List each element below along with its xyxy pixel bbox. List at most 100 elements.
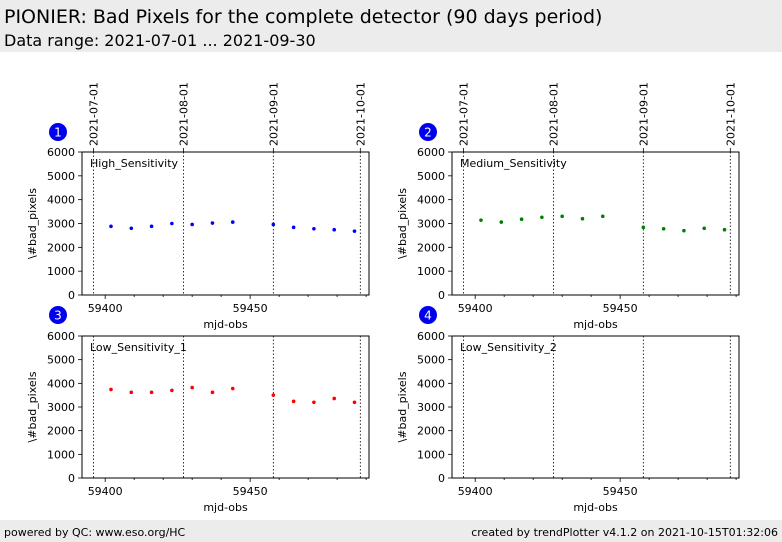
panel-2-ytick-label-4: 4000	[417, 194, 445, 207]
panel-3-data-point	[291, 399, 296, 404]
panel-2-data-point	[682, 228, 686, 233]
panel-4-badge-number: 4	[424, 309, 432, 323]
panel-4-label: Low_Sensitivity_2	[460, 341, 557, 354]
panel-2-ytick-label-0: 0	[438, 289, 445, 302]
panel-3-ytick-label-3: 3000	[47, 401, 75, 414]
panel-1-xlabel: mjd-obs	[203, 318, 248, 331]
panel-2-date-label-1: 2021-08-01	[547, 82, 560, 146]
panel-1-label: High_Sensitivity	[90, 157, 179, 170]
panel-2-data-point	[600, 214, 605, 219]
panel-3-badge	[49, 306, 67, 324]
panel-1-badge	[49, 123, 67, 141]
panel-2-ytick-label-2: 2000	[417, 241, 445, 254]
panel-3-ylabel: \#bad_pixels	[26, 371, 39, 442]
panel-3-data-point	[210, 390, 215, 395]
panel-3-badge-number: 3	[54, 309, 62, 323]
panel-2-ytick-label-5: 5000	[417, 170, 445, 183]
panel-2-data-point	[560, 214, 564, 219]
panel-2-date-label-3: 2021-10-01	[724, 82, 737, 146]
panel-4-ytick-label-1: 1000	[417, 448, 445, 461]
panel-1-data-point	[129, 226, 134, 231]
panel-1-date-label-3: 2021-10-01	[354, 82, 367, 146]
footer-powered-by: powered by QC: www.eso.org/HC	[4, 526, 186, 539]
panel-1-data-point	[210, 221, 215, 225]
panel-3-data-point	[230, 386, 235, 391]
panel-2-data-point	[702, 226, 707, 231]
panel-2-data-point	[722, 227, 727, 232]
panel-1-frame	[81, 151, 370, 296]
panel-3-ytick-label-4: 4000	[47, 377, 75, 390]
panel-3-data-point	[271, 393, 276, 397]
panel-3-data-point	[312, 400, 316, 405]
panel-2-data-point	[540, 215, 544, 220]
panel-2-data-point	[499, 220, 504, 224]
panel-4-xtick-label-0: 59400	[458, 485, 493, 498]
panel-3-frame	[81, 335, 370, 479]
panel-4-ytick-label-4: 4000	[417, 377, 445, 390]
panel-3-xlabel: mjd-obs	[203, 501, 248, 514]
panel-3-data-point	[109, 387, 113, 392]
panel-1-data-point	[109, 224, 113, 229]
panel-3-data-point	[332, 396, 337, 401]
panel-3-data-point	[170, 388, 174, 393]
panel-4-xtick-label-1: 59450	[603, 485, 638, 498]
panel-2-ytick-label-1: 1000	[417, 265, 445, 278]
panel-1-data-point	[291, 225, 296, 230]
panel-3-label: Low_Sensitivity_1	[90, 341, 187, 354]
footer-created-by: created by trendPlotter v4.1.2 on 2021-1…	[471, 526, 778, 539]
report-header: PIONIER: Bad Pixels for the complete det…	[0, 0, 782, 52]
panel-2-label: Medium_Sensitivity	[460, 157, 567, 170]
panel-2-date-label-0: 2021-07-01	[458, 82, 471, 146]
panel-1-badge-number: 1	[54, 126, 62, 140]
panel-2-xtick-label-0: 59400	[458, 302, 493, 315]
panel-1-data-point	[230, 220, 235, 224]
panel-1-xtick-label-0: 59400	[88, 302, 123, 315]
panel-4-ytick-label-3: 3000	[417, 401, 445, 414]
panel-4-ytick-label-2: 2000	[417, 425, 445, 438]
panel-3-xtick-label-0: 59400	[88, 485, 123, 498]
panel-4-ytick-label-6: 6000	[417, 330, 445, 343]
panel-3-data-point	[352, 400, 357, 405]
panel-4-ytick-label-0: 0	[438, 472, 445, 485]
panel-2-date-label-2: 2021-09-01	[637, 82, 650, 146]
panel-3-ytick-label-6: 6000	[47, 330, 75, 343]
panel-3-ytick-label-1: 1000	[47, 448, 75, 461]
panel-4-frame	[451, 335, 740, 479]
panel-1-ytick-label-4: 4000	[47, 194, 75, 207]
panel-1-xtick-label-1: 59450	[233, 302, 268, 315]
panel-1-data-point	[170, 221, 174, 226]
panel-1-data-point	[190, 222, 194, 227]
report-footer: powered by QC: www.eso.org/HC created by…	[0, 520, 782, 542]
panel-1-ytick-label-3: 3000	[47, 218, 75, 231]
panel-3-data-point	[129, 390, 134, 395]
panel-2-xlabel: mjd-obs	[573, 318, 618, 331]
panel-3-data-point	[149, 390, 154, 395]
panel-1-ylabel: \#bad_pixels	[26, 188, 39, 259]
panel-3-ytick-label-0: 0	[68, 472, 75, 485]
panel-4-ylabel: \#bad_pixels	[396, 371, 409, 442]
panel-4-ytick-label-5: 5000	[417, 354, 445, 367]
report-subtitle: Data range: 2021-07-01 ... 2021-09-30	[4, 31, 316, 50]
panel-2-ytick-label-6: 6000	[417, 146, 445, 159]
panel-1-ytick-label-2: 2000	[47, 241, 75, 254]
panel-2-data-point	[641, 225, 646, 230]
panel-4-badge	[419, 306, 437, 324]
panel-2-data-point	[479, 218, 483, 222]
panel-1-data-point	[332, 227, 337, 232]
panel-1-data-point	[149, 224, 154, 229]
panel-2-data-point	[519, 217, 524, 222]
panel-2-data-point	[661, 226, 666, 231]
panel-1-ytick-label-0: 0	[68, 289, 75, 302]
panel-1-data-point	[352, 229, 357, 233]
panel-1-data-point	[312, 226, 316, 231]
panel-2-ytick-label-3: 3000	[417, 218, 445, 231]
panel-3-data-point	[190, 385, 194, 390]
panel-3-xtick-label-1: 59450	[233, 485, 268, 498]
panel-1-date-label-2: 2021-09-01	[267, 82, 280, 146]
panel-2-frame	[451, 151, 740, 296]
panel-2-ylabel: \#bad_pixels	[396, 188, 409, 259]
panel-1-ytick-label-1: 1000	[47, 265, 75, 278]
panel-3-ytick-label-2: 2000	[47, 425, 75, 438]
panel-1-ytick-label-5: 5000	[47, 170, 75, 183]
